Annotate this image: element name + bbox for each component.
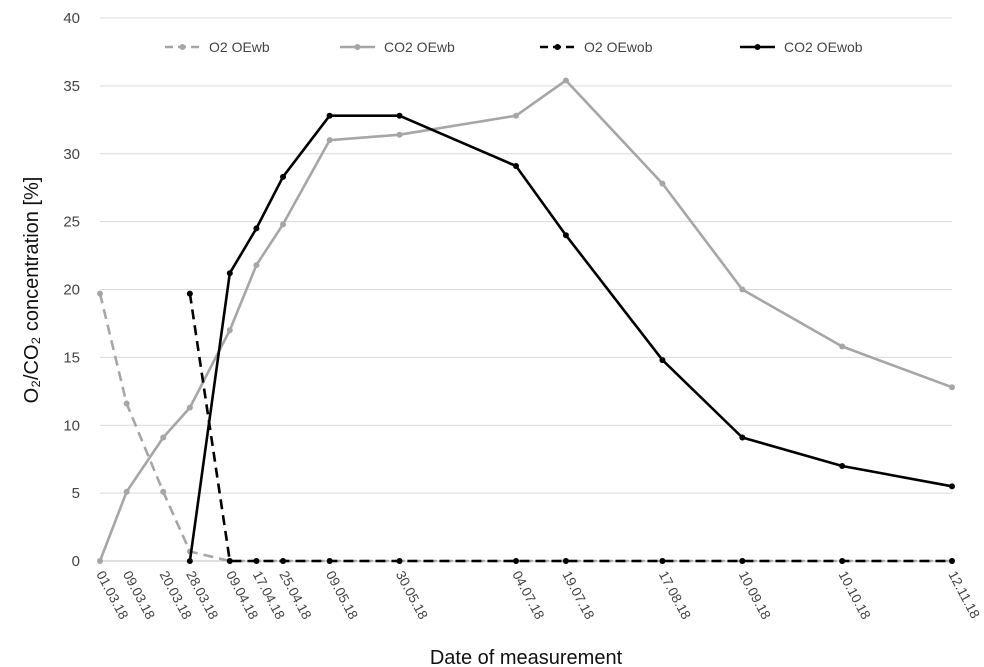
legend-item: O2 OEwb [165, 39, 270, 55]
legend-item: CO2 OEwob [740, 39, 863, 55]
legend-item: O2 OEwob [540, 39, 653, 55]
legend-label: CO2 OEwob [784, 39, 863, 55]
legend-marker [179, 44, 186, 50]
x-tick-label: 30.05.18 [393, 568, 431, 621]
data-point [739, 286, 746, 293]
legend-item: CO2 OEwb [340, 39, 455, 55]
x-tick-label: 04.07.18 [509, 568, 547, 621]
data-point [739, 558, 746, 564]
series-group [97, 77, 955, 564]
x-tick-label: 19.07.18 [559, 568, 597, 621]
data-point [659, 180, 666, 187]
data-point [226, 327, 233, 334]
x-axis-title: Date of measurement [430, 647, 623, 667]
legend-label: O2 OEwob [584, 39, 653, 55]
legend-label: CO2 OEwb [384, 39, 455, 55]
data-point [226, 558, 233, 564]
data-point [326, 112, 333, 119]
gridlines [100, 17, 952, 562]
data-point [280, 558, 287, 564]
data-point [160, 488, 167, 495]
data-point [839, 558, 846, 564]
data-point [226, 270, 233, 277]
axes: 051015202530354001.03.1809.03.1820.03.18… [63, 10, 982, 622]
data-point [186, 290, 193, 297]
series-2 [97, 77, 955, 564]
x-tick-label: 12.11.18 [945, 568, 982, 621]
data-point [123, 488, 130, 495]
x-tick-label: 09.05.18 [323, 568, 361, 621]
data-point [396, 131, 403, 138]
data-point [123, 400, 130, 407]
data-point [97, 290, 103, 297]
data-point [253, 558, 260, 564]
data-point [396, 558, 403, 564]
data-point [97, 558, 103, 564]
legend-marker [554, 44, 561, 50]
data-point [949, 558, 955, 564]
data-point [562, 77, 569, 84]
data-point [186, 404, 193, 411]
y-tick-label: 5 [72, 485, 80, 502]
x-tick-label: 10.09.18 [736, 568, 774, 621]
series-line [188, 293, 952, 563]
x-tick-label: 17.08.18 [656, 568, 694, 621]
legend-label: O2 OEwb [209, 39, 270, 55]
data-point [562, 558, 569, 564]
y-tick-label: 0 [72, 553, 80, 570]
data-point [280, 173, 287, 180]
y-tick-label: 35 [63, 78, 80, 95]
y-tick-label: 40 [63, 10, 80, 27]
data-point [513, 162, 520, 169]
data-point [326, 137, 333, 144]
data-point [160, 434, 167, 441]
data-point [186, 558, 193, 564]
y-tick-label: 15 [63, 349, 80, 366]
series-1 [97, 290, 955, 564]
y-tick-label: 25 [63, 214, 80, 231]
legend: O2 OEwb CO2 OEwb O2 OEwob CO2 OEwob [165, 39, 863, 55]
data-point [280, 221, 287, 228]
legend-marker [754, 44, 761, 50]
data-point [253, 225, 260, 232]
data-point [396, 112, 403, 119]
y-axis-title: O₂/CO₂ concentration [%] [21, 177, 43, 404]
data-point [253, 262, 260, 269]
series-3 [186, 290, 955, 564]
series-4 [186, 112, 955, 564]
data-point [739, 434, 746, 441]
data-point [562, 232, 569, 239]
y-tick-label: 10 [63, 417, 80, 434]
y-tick-label: 30 [63, 146, 80, 163]
data-point [949, 384, 955, 391]
series-line [98, 79, 953, 562]
x-tick-label: 10.10.18 [836, 568, 874, 621]
series-line [188, 114, 953, 562]
data-point [659, 558, 666, 564]
data-point [326, 558, 333, 564]
data-point [659, 357, 666, 364]
y-tick-label: 20 [63, 282, 80, 299]
data-point [839, 462, 846, 469]
legend-marker [354, 44, 361, 50]
data-point [513, 558, 520, 564]
data-point [839, 343, 846, 350]
data-point [513, 112, 520, 119]
data-point [949, 483, 955, 490]
